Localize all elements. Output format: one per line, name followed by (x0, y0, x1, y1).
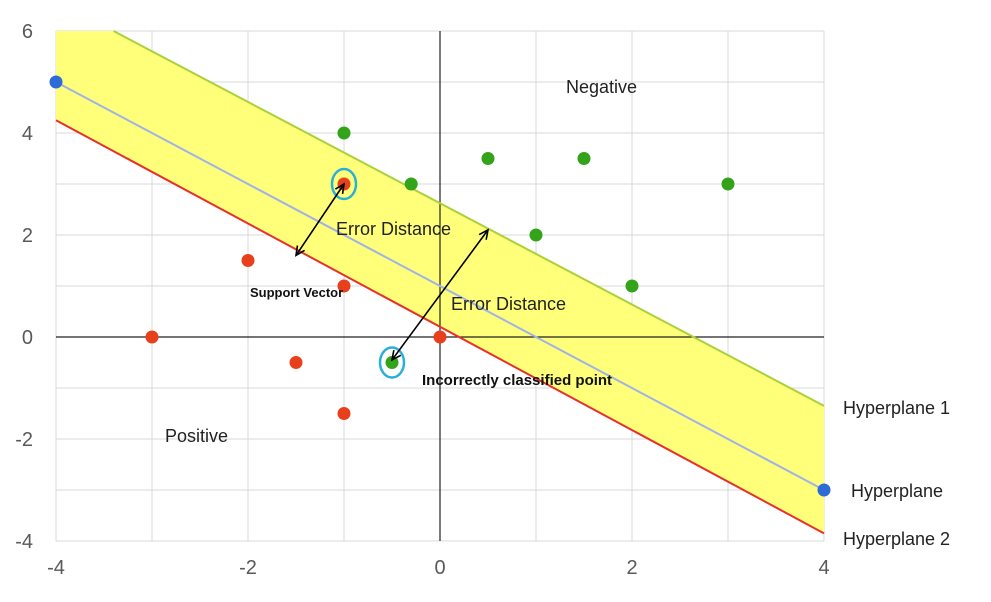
hyperplane-label: Hyperplane (851, 481, 943, 501)
positive-point (337, 407, 351, 420)
support-vector-label: Support Vector (250, 285, 343, 300)
error-distance-arrow (391, 229, 489, 361)
hyperplane-2-line (55, 119, 825, 535)
positive-point (145, 330, 159, 344)
positive-point (433, 330, 447, 344)
y-tick-label: 2 (22, 225, 33, 247)
incorrect-point-label: Incorrectly classified point (422, 372, 612, 389)
x-tick-label: -4 (47, 557, 65, 579)
negative-point (529, 228, 543, 242)
x-tick-label: -2 (239, 557, 257, 579)
arrow-head (390, 349, 402, 362)
negative-point (625, 279, 639, 293)
negative-point (337, 126, 351, 140)
error-distance-label-2: Error Distance (451, 294, 566, 314)
negative-point (404, 177, 418, 191)
positive-point (337, 279, 351, 293)
arrow-head (294, 245, 306, 257)
error-distance-arrow (295, 183, 345, 256)
highlight-circle (330, 167, 358, 201)
error-distance-label-1: Error Distance (336, 219, 451, 239)
negative-point (481, 152, 495, 165)
y-tick-label: -2 (15, 429, 33, 451)
arrow-head (478, 228, 490, 240)
hyperplane-1-line (113, 30, 825, 407)
negative-region-label: Negative (566, 77, 637, 97)
y-tick-label: 0 (22, 327, 33, 349)
positive-point (241, 254, 255, 267)
negative-point (721, 177, 735, 191)
negative-point (577, 152, 591, 165)
x-tick-label: 4 (818, 557, 829, 579)
tick-labels: -4 -2 0 2 4 -4 -2 0 2 4 6 (15, 21, 829, 579)
hyperplane-line (55, 81, 825, 491)
hyperplane-endpoint (817, 483, 831, 497)
hyperplane-endpoint (49, 75, 63, 89)
x-tick-label: 0 (434, 557, 445, 579)
arrow-head (334, 182, 346, 195)
y-tick-label: -4 (15, 531, 33, 553)
data-points (49, 75, 831, 497)
hyperplane-lines (55, 30, 825, 535)
hyperplane-2-label: Hyperplane 2 (843, 529, 950, 549)
negative-point (385, 356, 399, 369)
y-tick-label: 6 (22, 21, 33, 43)
highlight-circle (378, 346, 406, 379)
annotations: Negative Positive Error Distance Error D… (165, 77, 637, 446)
positive-point (289, 356, 303, 369)
line-labels: Hyperplane 1 Hyperplane Hyperplane 2 (843, 398, 950, 549)
hyperplane-1-label: Hyperplane 1 (843, 398, 950, 418)
positive-region-label: Positive (165, 426, 228, 446)
x-tick-label: 2 (626, 557, 637, 579)
y-tick-label: 4 (22, 123, 33, 145)
